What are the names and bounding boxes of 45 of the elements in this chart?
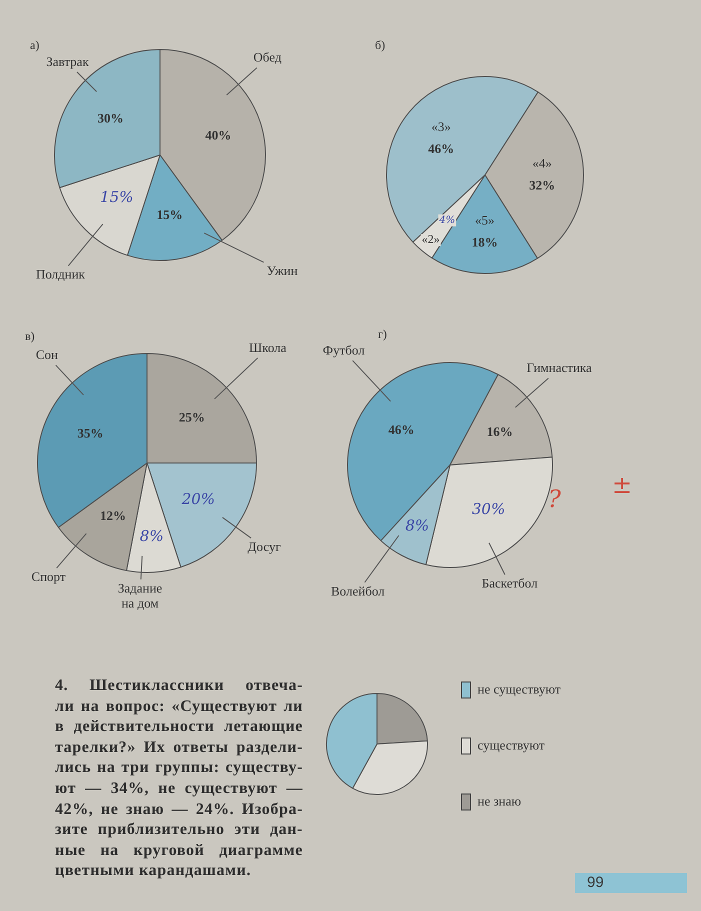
slice-label: «2» — [422, 232, 440, 246]
text: ± — [612, 471, 632, 499]
slice-label: «4» — [532, 156, 552, 171]
legend-label: не знаю — [478, 793, 522, 808]
slice-label: Обед — [253, 50, 282, 65]
data-label: 40% — [205, 127, 232, 142]
text: 4. Шестиклассники отвеча- ли на вопрос: «Существуют ли в действительности летающие тарелки?» Их ответы раздели- лись на три группы: существу- ют — 34%, не существуют — 42%, не знаю — 24%. Изобра- зите приблизительно эти дан- ные на круговой диаграмме цветными карандашами. — [55, 677, 303, 880]
chart-title: г) — [378, 327, 387, 342]
slice-label: Досуг — [248, 538, 281, 554]
slice-label: Ужин — [266, 262, 298, 278]
slice-label: Сон — [36, 347, 58, 362]
chart-title: а) — [30, 38, 40, 53]
slice-label: «5» — [475, 212, 495, 228]
data-label: 18% — [472, 234, 498, 250]
data-label: 8% — [140, 527, 164, 546]
slice-label: Полдник — [36, 266, 86, 282]
slice-label: Волейбол — [330, 583, 386, 598]
data-label: 30% — [472, 500, 506, 518]
data-label: 20% — [180, 490, 216, 508]
text: 99 — [587, 874, 604, 892]
data-label: 16% — [486, 424, 513, 439]
data-label: 8% — [405, 516, 430, 534]
data-label: 46% — [428, 140, 454, 156]
slice-label: Школа — [249, 340, 287, 355]
data-label: 15% — [156, 206, 183, 222]
slice-label: Задание на дом — [118, 580, 162, 610]
data-label: 46% — [388, 422, 414, 438]
chart-title: в) — [25, 329, 35, 344]
data-label: 30% — [97, 110, 124, 126]
data-label: 25% — [178, 409, 205, 424]
slice-label: Баскетбол — [482, 576, 538, 591]
legend-label: не существуют — [478, 681, 561, 696]
text: ? — [548, 485, 561, 513]
slice-label: Футбол — [322, 342, 366, 358]
legend-label: существуют — [478, 737, 545, 752]
slice-label: Спорт — [31, 568, 66, 584]
data-label: 15% — [100, 188, 134, 206]
data-label: 4% — [438, 215, 456, 226]
slice-label: Гимнастика — [526, 360, 592, 376]
chart-title: б) — [375, 38, 386, 53]
slice-label: Завтрак — [46, 54, 90, 69]
data-label: 35% — [77, 426, 104, 441]
data-label: 12% — [100, 508, 126, 523]
data-label: 32% — [529, 178, 556, 193]
slice-label: «3» — [431, 118, 451, 134]
